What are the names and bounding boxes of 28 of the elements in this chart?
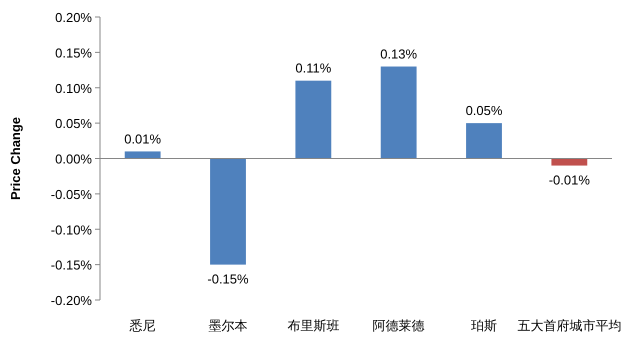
x-tick-label: 布里斯班	[287, 318, 340, 333]
y-tick-label: 0.10%	[55, 80, 92, 96]
x-tick-label: 五大首府城市平均	[517, 318, 622, 333]
x-tick-label: 墨尔本	[208, 318, 248, 333]
data-label: 0.01%	[124, 131, 162, 146]
data-label: -0.01%	[548, 172, 590, 188]
bar	[380, 66, 417, 158]
y-tick-label: -0.20%	[50, 293, 92, 308]
bar	[210, 158, 246, 265]
data-label: 0.05%	[466, 103, 503, 118]
data-label: 0.13%	[380, 46, 418, 62]
data-label: 0.11%	[295, 60, 332, 76]
bar	[551, 158, 588, 166]
data-label: -0.15%	[207, 272, 250, 287]
bar	[466, 123, 502, 158]
y-tick-label: -0.10%	[50, 222, 92, 238]
y-tick-label: 0.05%	[55, 116, 92, 132]
y-axis-title: Price Change	[8, 116, 23, 200]
y-tick-label: -0.15%	[50, 258, 92, 273]
y-tick-label: 0.15%	[55, 45, 92, 60]
x-tick-label: 阿德莱德	[372, 318, 425, 333]
y-tick-label: 0.00%	[55, 152, 92, 166]
y-tick-label: -0.05%	[50, 186, 92, 202]
bar	[124, 151, 161, 158]
y-tick-label: 0.20%	[55, 10, 92, 25]
x-tick-label: 悉尼	[128, 318, 156, 333]
bar	[295, 80, 332, 158]
x-tick-label: 珀斯	[471, 318, 497, 333]
